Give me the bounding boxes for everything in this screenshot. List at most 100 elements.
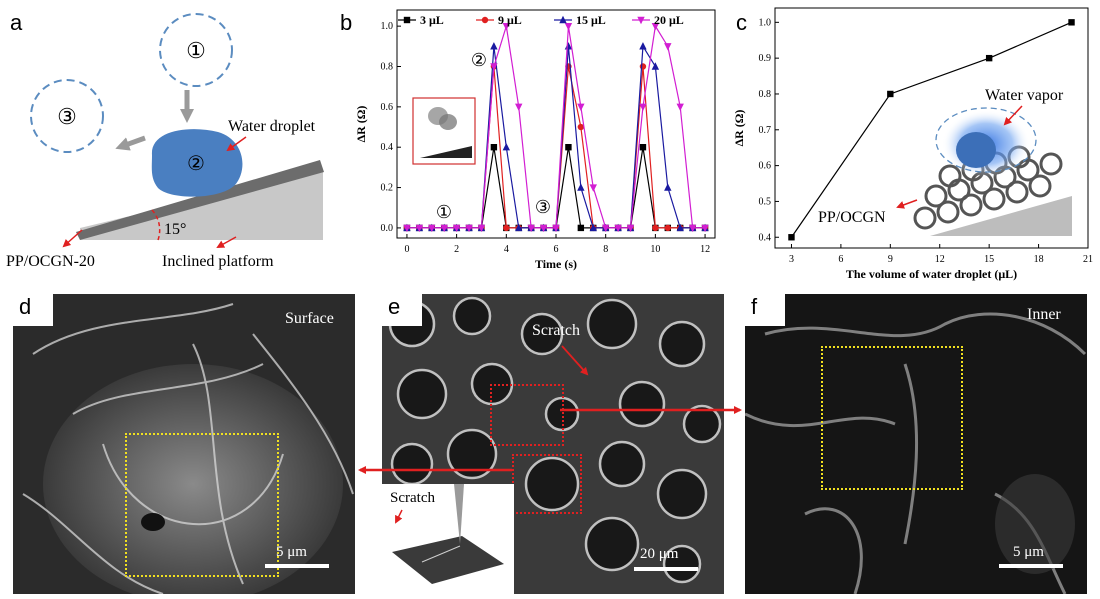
chart-b-data-point	[577, 183, 585, 191]
chart-b-legend-label: 20 μL	[654, 13, 684, 27]
chart-b-ytick-label: 0.6	[381, 102, 394, 113]
chart-c-x-axis-title: The volume of water droplet (μL)	[846, 267, 1017, 281]
chart-b-data-point	[589, 223, 597, 232]
step-1-label: ①	[186, 38, 206, 63]
panel-c-label: c	[736, 10, 747, 35]
chart-b-data-point	[589, 184, 597, 192]
chart-b-y-axis-title: ΔR (Ω)	[354, 106, 368, 143]
chart-b-data-point	[428, 224, 436, 233]
water-droplet	[151, 129, 243, 197]
chart-b-data-point	[577, 224, 585, 232]
chart-c-ytick-label: 0.5	[759, 196, 772, 207]
chart-b-data-point	[664, 183, 672, 191]
chart-b-xtick-label: 6	[554, 244, 559, 255]
f-scale-bar	[999, 564, 1063, 568]
chart-b-ytick-label: 0.8	[381, 61, 394, 72]
chart-b-data-point	[664, 43, 672, 51]
c-sample-label: PP/OCGN	[818, 209, 886, 226]
chart-b-data-point	[639, 42, 647, 50]
f-scale-label: 5 μm	[1013, 544, 1044, 560]
water-droplet-pointer	[226, 136, 247, 152]
sample-pointer	[62, 229, 83, 248]
sample-sheet	[76, 160, 324, 240]
inset-droplet-blob-2	[439, 114, 457, 130]
chart-b-data-point	[577, 123, 585, 131]
chart-b-data-point	[701, 224, 709, 233]
chart-b-data-point	[676, 223, 684, 232]
inset-scratch-label: Scratch	[390, 490, 435, 506]
chart-b-data-point	[664, 224, 671, 232]
chart-b: 0 2 4 6 8 10 12 0.0 0.2 0.4 0.6 0.8 1.0 Time (s) ΔR (Ω…	[354, 9, 716, 271]
chart-c: 3 6 9 12 15 18 21 0.4 0.5 0.6 0.7 0.8 0.9 1.0 The volu…	[732, 7, 1093, 281]
inset-surface	[420, 146, 472, 158]
d-scale-bar	[265, 564, 329, 568]
chart-b-x-axis-title: Time (s)	[535, 257, 577, 271]
sem-image-f: f Inner 5 μm	[745, 294, 1087, 594]
chart-c-data-point	[788, 234, 795, 241]
vapor-dashed-outline	[935, 107, 1037, 173]
chart-b-data-point	[477, 224, 486, 233]
chart-b-data-point	[565, 144, 572, 151]
chart-c-ytick-label: 0.8	[759, 89, 772, 100]
step-3-label: ③	[57, 104, 77, 129]
chart-b-ytick-label: 0.2	[381, 183, 394, 194]
chart-b-data-point	[527, 224, 535, 233]
water-vapor-pointer	[1003, 105, 1023, 126]
panel-e-label: e	[382, 294, 422, 326]
chart-b-legend-marker	[559, 15, 567, 24]
chart-b-data-point	[688, 224, 697, 233]
platform-pointer	[216, 236, 237, 248]
chart-b-data-point	[502, 22, 511, 31]
chart-b-data-point	[490, 63, 498, 71]
chart-b-legend-marker	[481, 16, 489, 24]
chart-b-xtick-label: 10	[650, 244, 660, 255]
chart-c-ytick-label: 0.7	[759, 125, 772, 136]
angle-label: 15°	[164, 221, 186, 238]
scratch-inset: Scratch	[382, 484, 514, 594]
platform-label: Inclined platform	[162, 253, 274, 270]
chart-b-legend-marker	[637, 16, 645, 25]
panel-c: c 3 6 9 12 15 18 21 0.4 0.5 0.6 0.7 0.8 0.9 1.0 The vo…	[732, 7, 1093, 281]
chart-b-data-point	[452, 224, 461, 233]
chart-b-xtick-label: 12	[700, 244, 710, 255]
chart-c-xtick-label: 15	[984, 254, 994, 265]
dashed-circle-3	[30, 79, 104, 153]
panel-d-label: d	[13, 294, 53, 326]
chart-b-data-point	[415, 224, 424, 233]
f-highlight-box	[821, 346, 963, 490]
chart-b-legend-label: 9 μL	[498, 13, 522, 27]
chart-b-data-point	[639, 103, 647, 112]
scratch-inset-drawing	[392, 484, 504, 584]
chart-c-data-point	[1068, 19, 1075, 26]
chart-c-data-point	[887, 90, 894, 98]
chart-b-legend-marker	[403, 16, 411, 24]
chart-b-data-point	[614, 224, 622, 233]
sem-image-e: e Scratch Scratch 20 μm	[382, 294, 724, 594]
c-water-droplet	[956, 132, 996, 168]
chart-b-data-point	[626, 224, 635, 233]
chart-b-xtick-label: 0	[404, 244, 409, 255]
water-droplet-label: Water droplet	[228, 118, 316, 135]
chart-b-data-point	[515, 103, 523, 112]
panel-b: b 0 2 4 6 8 10 12 0.0 0.2 0.4 0.6 0.8 1.0 Time (s) ΔR …	[340, 9, 716, 271]
chart-b-step-2: ②	[471, 50, 487, 70]
chart-c-ytick-label: 1.0	[759, 17, 772, 28]
e-surface-box	[512, 454, 582, 514]
chart-c-xtick-label: 21	[1083, 254, 1093, 265]
sem-d-texture	[13, 294, 355, 594]
chart-b-data-point	[651, 22, 660, 31]
panel-a: a ① ② ③ Water droplet 15° PP/OCGN-20 Inc…	[6, 10, 324, 270]
panel-b-label: b	[340, 10, 352, 35]
chart-b-data-point	[639, 63, 647, 70]
inner-tag: Inner	[1027, 306, 1061, 323]
chart-b-data-point	[515, 223, 523, 232]
c-sample-pointer	[896, 199, 918, 209]
chart-b-data-point	[503, 224, 510, 232]
e-inner-box	[490, 384, 564, 446]
chart-b-step-3: ③	[535, 197, 551, 217]
water-vapor-label: Water vapor	[985, 87, 1064, 104]
panel-a-label: a	[10, 10, 23, 35]
chart-b-data-point	[652, 224, 659, 232]
step-2-label: ②	[187, 153, 205, 175]
